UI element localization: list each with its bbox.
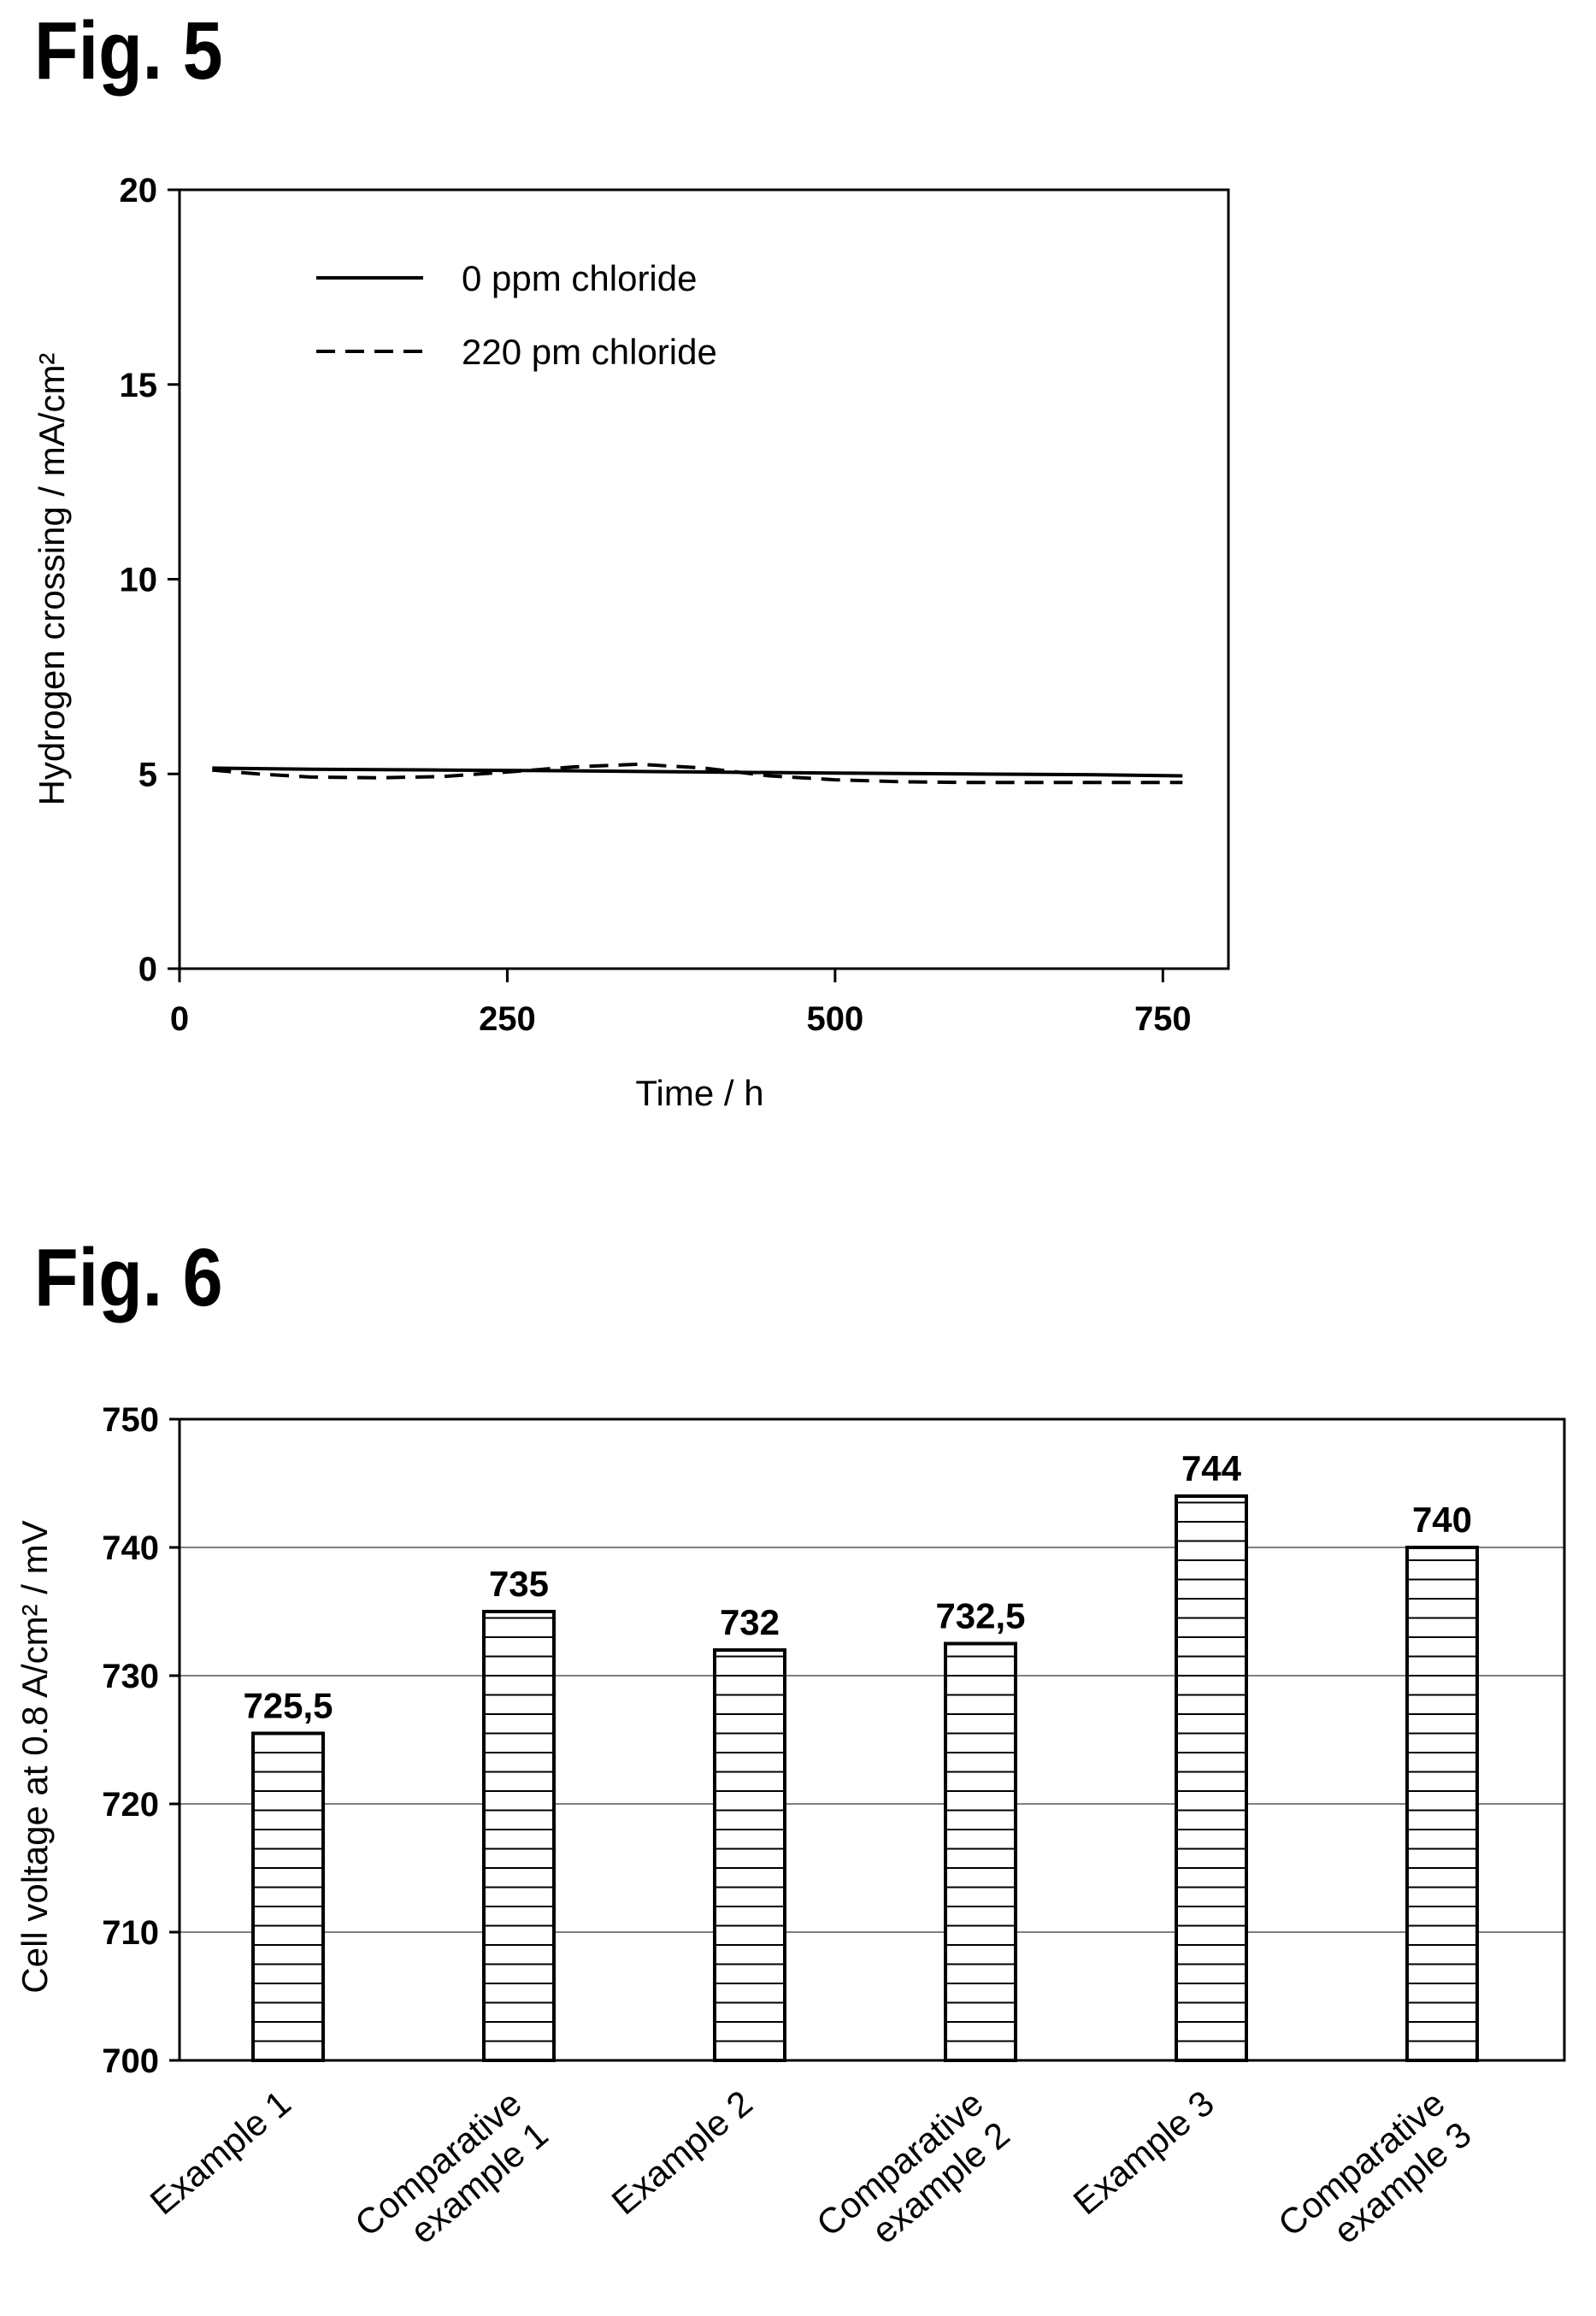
fig6-title: Fig. 6 bbox=[34, 1232, 223, 1323]
legend-label-1: 0 ppm chloride bbox=[462, 258, 697, 298]
fig5-title: Fig. 5 bbox=[34, 5, 223, 97]
x-axis-title: Time / h bbox=[635, 1073, 763, 1113]
x-category-label: Comparativeexample 3 bbox=[1270, 2083, 1478, 2276]
y-tick-label: 10 bbox=[120, 562, 158, 599]
bar-body bbox=[944, 1641, 1017, 2062]
y-tick-label: 710 bbox=[102, 1914, 159, 1952]
cell-voltage-bar-chart: 700 710 720 730 740 750 Cell voltage at 0.8 A/… bbox=[15, 1401, 1566, 2276]
bar-body bbox=[251, 1731, 325, 2062]
y-tick-label: 20 bbox=[120, 172, 158, 209]
series-line-2 bbox=[212, 762, 1183, 785]
x-tick-label: 500 bbox=[807, 1000, 864, 1038]
bar-body bbox=[1405, 1546, 1479, 2062]
y-tick-label: 0 bbox=[138, 951, 157, 988]
bar-value-label: 740 bbox=[1412, 1500, 1472, 1540]
bar-value-label: 725,5 bbox=[243, 1686, 333, 1726]
y-tick-label: 730 bbox=[102, 1658, 159, 1695]
bar-1 bbox=[251, 1731, 325, 2062]
y-tick-label: 5 bbox=[138, 756, 157, 793]
y-tick-label: 750 bbox=[102, 1401, 159, 1439]
x-category-label: Example 1 bbox=[143, 2083, 298, 2223]
x-tick-label: 250 bbox=[479, 1000, 536, 1038]
x-category-label: Comparativeexample 2 bbox=[809, 2083, 1016, 2276]
bar-body bbox=[713, 1648, 786, 2062]
series-line-1 bbox=[212, 766, 1183, 778]
bar-3 bbox=[713, 1648, 786, 2062]
x-tick-label: 0 bbox=[170, 1000, 189, 1038]
plot-frame bbox=[178, 1417, 1566, 2062]
y-tick-label: 720 bbox=[102, 1786, 159, 1824]
bar-value-label: 732 bbox=[720, 1602, 780, 1642]
bar-2 bbox=[482, 1610, 556, 2062]
hydrogen-crossing-line-chart: 0 5 10 15 20 0 250 500 750 Time / h Hydrogen cross… bbox=[32, 172, 1230, 1113]
y-tick-label: 15 bbox=[120, 367, 158, 404]
x-category-label: Comparativeexample 1 bbox=[347, 2083, 555, 2276]
x-tick-label: 750 bbox=[1134, 1000, 1192, 1038]
x-category-label: Example 2 bbox=[604, 2083, 760, 2223]
plot-frame bbox=[178, 188, 1230, 970]
bar-6 bbox=[1405, 1546, 1479, 2062]
bar-body bbox=[482, 1610, 556, 2062]
y-axis-title: Cell voltage at 0.8 A/cm² / mV bbox=[15, 1520, 55, 1993]
y-tick-label: 740 bbox=[102, 1529, 159, 1567]
y-tick-label: 700 bbox=[102, 2042, 159, 2080]
bar-body bbox=[1175, 1494, 1248, 2062]
legend-label-2: 220 pm chloride bbox=[462, 332, 717, 372]
bar-value-label: 744 bbox=[1181, 1448, 1242, 1488]
bar-4 bbox=[944, 1641, 1017, 2062]
bar-value-label: 735 bbox=[489, 1564, 549, 1604]
bar-value-label: 732,5 bbox=[935, 1596, 1025, 1636]
x-category-label: Example 3 bbox=[1066, 2083, 1222, 2223]
bar-5 bbox=[1175, 1494, 1248, 2062]
y-axis-title: Hydrogen crossing / mA/cm² bbox=[32, 353, 72, 806]
